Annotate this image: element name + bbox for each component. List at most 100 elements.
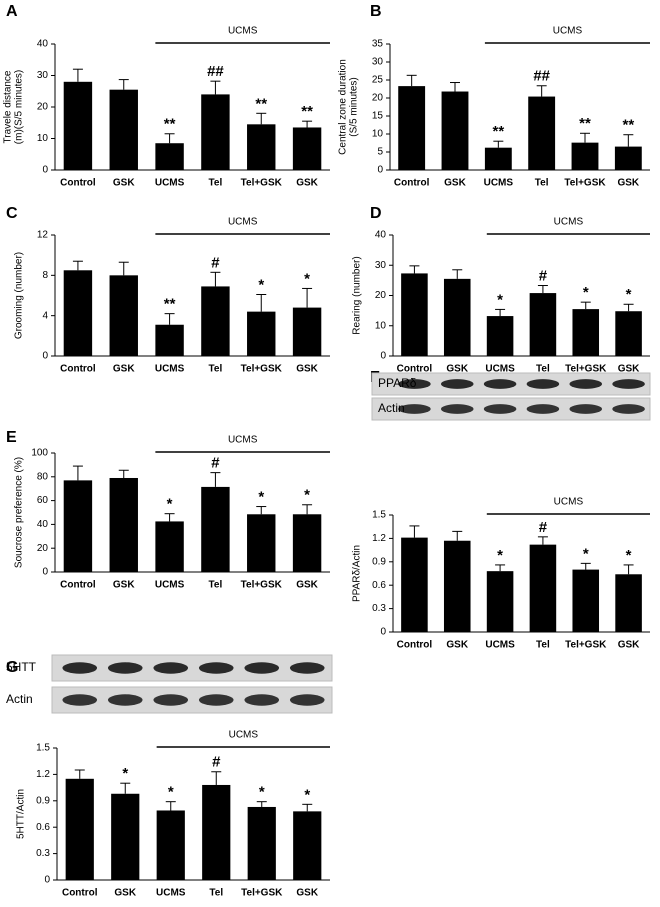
bar [486, 571, 514, 632]
y-tick-label: 1.5 [36, 743, 50, 754]
blot-band [153, 694, 189, 706]
blot-label: Actin [378, 401, 405, 415]
blot-band [483, 379, 517, 389]
y-tick-label: 0 [44, 875, 50, 886]
bar [247, 806, 276, 880]
significance-label: * [122, 765, 128, 782]
bar [109, 275, 138, 356]
x-tick-label: UCMS [155, 364, 185, 375]
panel-letter: C [6, 205, 18, 222]
blot-label: PPARδ [378, 376, 417, 390]
bar [202, 784, 231, 880]
bar [529, 544, 557, 632]
y-tick-label: 0 [377, 165, 383, 176]
y-tick-label: 60 [37, 495, 49, 506]
bar [63, 81, 93, 170]
significance-label: * [626, 286, 632, 303]
x-tick-label: UCMS [484, 178, 514, 189]
y-tick-label: 0.3 [372, 603, 386, 614]
significance-label: * [583, 545, 589, 562]
y-tick-label: 10 [375, 320, 387, 331]
y-tick-label: 0.9 [36, 795, 50, 806]
panel-letter: B [370, 3, 382, 20]
blot-strip [51, 686, 333, 714]
x-tick-label: GSK [617, 178, 639, 189]
y-axis-label: PPARδ/Actin [352, 545, 363, 602]
blot-band [153, 662, 189, 674]
x-tick-label: Tel [536, 640, 550, 651]
bar [443, 540, 471, 632]
blot-band [398, 379, 431, 389]
x-tick-label: Control [397, 640, 433, 651]
x-tick-label: Tel+GSK [564, 178, 606, 189]
y-axis-label: Central zone duration [338, 59, 349, 155]
bar [155, 143, 184, 170]
blot-label: Actin [6, 692, 33, 706]
bar [484, 147, 512, 170]
x-tick-label: GSK [296, 580, 318, 591]
blot-band [244, 694, 280, 706]
bar [486, 316, 514, 356]
x-tick-label: UCMS [485, 640, 515, 651]
bar [247, 124, 276, 170]
blot-band [198, 694, 234, 706]
x-tick-label: Control [394, 178, 430, 189]
y-axis-label: Travele distance [3, 70, 14, 143]
x-tick-label: Tel+GSK [565, 640, 607, 651]
y-tick-label: 20 [37, 102, 49, 113]
y-tick-label: 100 [31, 448, 48, 459]
blot-band [62, 694, 98, 706]
bar [572, 309, 600, 356]
significance-label: * [626, 547, 632, 564]
y-tick-label: 0.6 [36, 822, 50, 833]
blot-band [569, 379, 603, 389]
x-tick-label: Tel [209, 178, 223, 189]
blot-label: 5HTT [6, 660, 37, 674]
y-tick-label: 12 [37, 230, 49, 241]
significance-label: # [211, 455, 220, 472]
blot-band [289, 694, 325, 706]
x-tick-label: GSK [618, 364, 640, 375]
significance-label: * [258, 276, 264, 293]
y-tick-label: 10 [37, 133, 49, 144]
x-tick-label: Tel+GSK [241, 178, 283, 189]
significance-label: * [258, 489, 264, 506]
significance-label: # [539, 267, 548, 284]
bracket-label: UCMS [228, 26, 258, 37]
x-tick-label: GSK [296, 364, 318, 375]
x-tick-label: Tel [209, 580, 223, 591]
significance-label: ** [492, 123, 504, 140]
panel-letter: A [6, 3, 18, 20]
bar [293, 811, 322, 880]
y-tick-label: 0.3 [36, 848, 50, 859]
bar [292, 514, 322, 572]
y-tick-label: 30 [37, 70, 49, 81]
y-tick-label: 25 [372, 75, 384, 86]
bar [441, 91, 469, 170]
bar [247, 514, 276, 572]
bar [111, 793, 140, 880]
blot-band [244, 662, 280, 674]
x-tick-label: Tel+GSK [241, 580, 283, 591]
bar [63, 480, 93, 572]
blot-band [440, 404, 474, 414]
x-tick-label: Control [60, 178, 96, 189]
y-tick-label: 10 [372, 129, 384, 140]
y-tick-label: 0 [42, 165, 48, 176]
y-axis-label: Soucrose preference (%) [14, 457, 25, 568]
y-tick-label: 5 [377, 147, 383, 158]
y-tick-label: 8 [42, 270, 48, 281]
y-tick-label: 1.5 [372, 510, 386, 521]
bar [572, 569, 600, 632]
y-tick-label: 0 [380, 351, 386, 362]
y-tick-label: 0.6 [372, 580, 386, 591]
blot-band [107, 662, 143, 674]
bracket-label: UCMS [553, 26, 583, 37]
significance-label: ** [255, 95, 267, 112]
blot-band [569, 404, 603, 414]
bar [292, 127, 322, 170]
y-tick-label: 0.9 [372, 556, 386, 567]
panel-letter: E [6, 429, 17, 446]
y-tick-label: 80 [37, 471, 49, 482]
x-tick-label: GSK [114, 888, 136, 899]
